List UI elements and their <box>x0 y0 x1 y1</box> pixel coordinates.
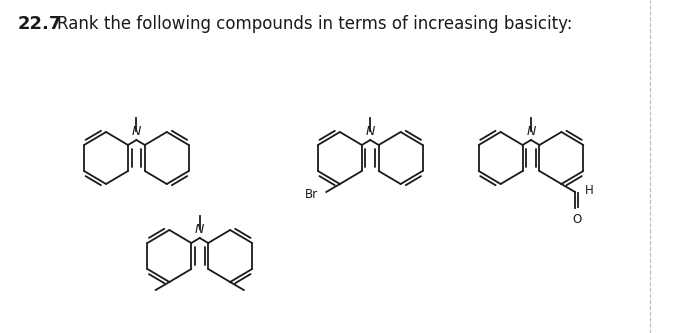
Text: Rank the following compounds in terms of increasing basicity:: Rank the following compounds in terms of… <box>57 15 572 33</box>
Text: O: O <box>572 213 581 226</box>
Text: N: N <box>195 223 204 236</box>
Text: N: N <box>132 125 141 138</box>
Text: N: N <box>365 125 375 138</box>
Text: N: N <box>526 125 536 138</box>
Text: H: H <box>584 184 594 197</box>
Text: Br: Br <box>305 187 318 200</box>
Text: 22.7: 22.7 <box>18 15 62 33</box>
